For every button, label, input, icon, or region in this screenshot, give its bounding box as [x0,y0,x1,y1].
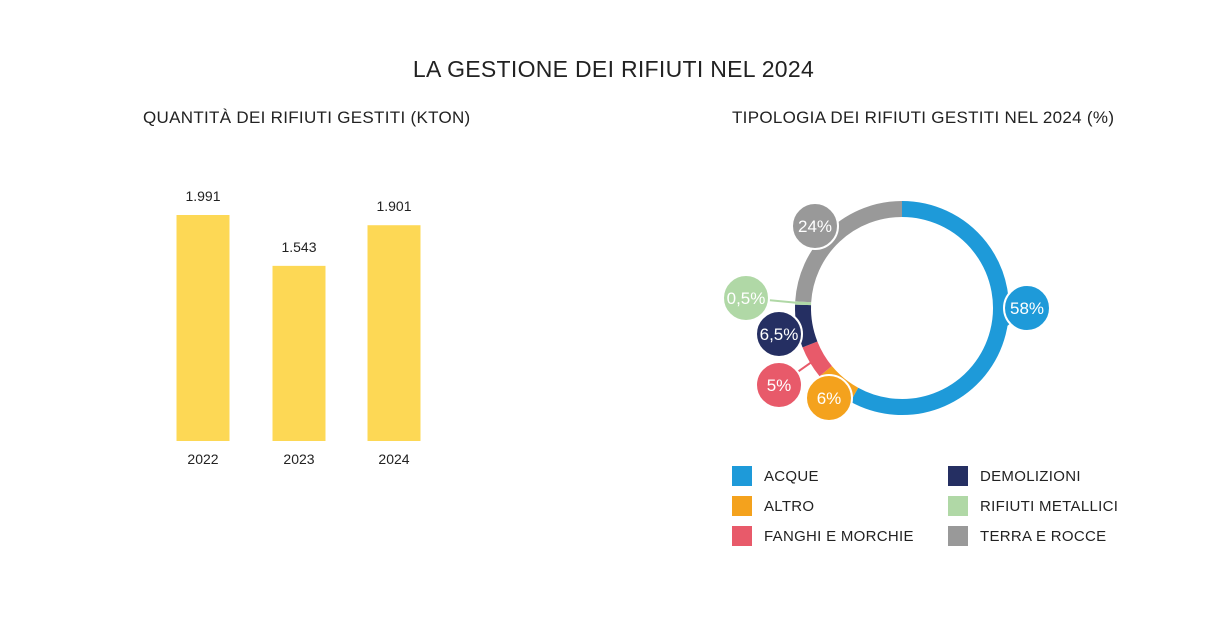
legend-item: ACQUE [732,466,819,486]
bar-value-label: 1.991 [185,188,220,204]
legend-label: ACQUE [764,467,819,485]
legend-label: DEMOLIZIONI [980,467,1081,485]
donut-slice-demolizioni [795,304,818,348]
legend-item: FANGHI E MORCHIE [732,526,914,546]
slice-value-label: 58% [1010,299,1044,318]
callout-bubble [722,274,770,322]
legend-item: ALTRO [732,496,814,516]
legend-label: RIFIUTI METALLICI [980,497,1119,515]
bar-2023 [272,265,326,441]
slice-value-label: 0,5% [727,289,766,308]
bar-category-label: 2024 [378,451,409,467]
page-title: LA GESTIONE DEI RIFIUTI NEL 2024 [412,56,815,82]
legend-swatch [732,466,752,486]
slice-value-label: 6% [817,389,842,408]
callout-bubble [755,361,803,409]
bar-value-label: 1.901 [376,198,411,214]
legend-item: DEMOLIZIONI [948,466,1081,486]
bar-category-label: 2022 [187,451,218,467]
legend-label: FANGHI E MORCHIE [764,527,914,545]
slice-value-label: 6,5% [760,325,799,344]
legend-swatch [948,466,968,486]
callout-bubble [805,374,853,422]
legend-label: ALTRO [764,497,815,515]
slice-value-label: 5% [767,376,792,395]
bar-2024 [367,225,421,441]
bar-value-label: 1.543 [281,239,316,255]
legend-swatch [732,496,752,516]
callout-bubble [755,310,803,358]
legend-swatch [732,526,752,546]
legend-item: TERRA E ROCCE [948,526,1106,546]
legend-label: TERRA E ROCCE [980,527,1107,545]
bar-category-label: 2023 [283,451,314,467]
legend-swatch [948,496,968,516]
donut-slice-fanghi-e-morchie [802,341,833,377]
donut-chart-title: TIPOLOGIA DEI RIFIUTI GESTITI NEL 2024 (… [732,108,1115,127]
legend-item: RIFIUTI METALLICI [948,496,1118,516]
bar-chart-title: QUANTITÀ DEI RIFIUTI GESTITI (KTON) [143,108,471,127]
callout-bubble [791,202,839,250]
bar-2022 [176,215,230,441]
callout-bubble [1003,284,1051,332]
donut-slice-acque [850,201,1009,415]
legend-swatch [948,526,968,546]
slice-value-label: 24% [798,217,832,236]
